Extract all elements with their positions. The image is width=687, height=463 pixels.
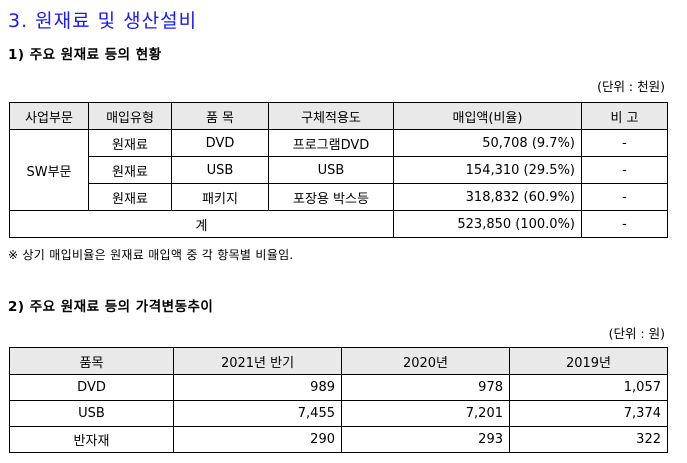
table-row: 원재료 USB USB 154,310 (29.5%) - <box>10 156 668 184</box>
table-row: 원재료 패키지 포장용 박스등 318,832 (60.9%) - <box>10 183 668 211</box>
value-2020: 7,201 <box>341 400 510 427</box>
item-cell: 반자재 <box>9 426 174 453</box>
section1-title: 1) 주요 원재료 등의 현황 <box>8 47 162 63</box>
value-2020: 293 <box>341 426 510 453</box>
price-trend-table: 품목 2021년 반기 2020년 2019년 DVD 989 978 1,05… <box>9 347 668 453</box>
value-2021-half: 7,455 <box>173 400 342 427</box>
raw-material-status-table: 사업부문 매입유형 품 목 구체적용도 매입액(비율) 비 고 SW부문 원재료… <box>9 102 668 238</box>
purchase-type-cell: 원재료 <box>88 156 172 184</box>
value-2021-half: 290 <box>173 426 342 453</box>
header-2019: 2019년 <box>509 347 668 375</box>
total-row: 계 523,850 (100.0%) - <box>9 210 668 238</box>
section2-unit: (단위 : 원) <box>608 326 665 341</box>
amount-cell: 318,832 (60.9%) <box>393 183 582 211</box>
table-row: DVD 989 978 1,057 <box>9 374 668 401</box>
total-note: - <box>581 210 668 238</box>
value-2019: 7,374 <box>509 400 668 427</box>
amount-cell: 154,310 (29.5%) <box>393 156 582 184</box>
use-cell: 프로그램DVD <box>268 129 394 157</box>
item-cell: DVD <box>171 129 269 157</box>
header-2021-half: 2021년 반기 <box>173 347 342 375</box>
header-use: 구체적용도 <box>268 102 394 130</box>
table-row: SW부문 원재료 DVD 프로그램DVD 50,708 (9.7%) - <box>9 129 668 211</box>
value-2020: 978 <box>341 374 510 401</box>
value-2019: 322 <box>509 426 668 453</box>
header-note: 비 고 <box>581 102 668 130</box>
header-2020: 2020년 <box>341 347 510 375</box>
table-header-row: 품목 2021년 반기 2020년 2019년 <box>9 347 668 375</box>
section2-title: 2) 주요 원재료 등의 가격변동추이 <box>8 299 214 315</box>
note-cell: - <box>581 129 668 157</box>
division-cell: SW부문 <box>9 129 89 211</box>
value-2019: 1,057 <box>509 374 668 401</box>
header-item: 품 목 <box>171 102 269 130</box>
purchase-type-cell: 원재료 <box>88 129 172 157</box>
note-cell: - <box>581 156 668 184</box>
item-cell: USB <box>9 400 174 427</box>
use-cell: 포장용 박스등 <box>268 183 394 211</box>
section1-unit: (단위 : 천원) <box>597 79 665 94</box>
header-purchase-type: 매입유형 <box>88 102 172 130</box>
purchase-type-cell: 원재료 <box>88 183 172 211</box>
total-amount: 523,850 (100.0%) <box>393 210 582 238</box>
page-heading: 3. 원재료 및 생산설비 <box>8 10 198 32</box>
header-item: 품목 <box>9 347 174 375</box>
use-cell: USB <box>268 156 394 184</box>
note-cell: - <box>581 183 668 211</box>
item-cell: USB <box>171 156 269 184</box>
header-amount: 매입액(비율) <box>393 102 582 130</box>
header-division: 사업부문 <box>9 102 89 130</box>
table-row: 반자재 290 293 322 <box>9 426 668 453</box>
amount-cell: 50,708 (9.7%) <box>393 129 582 157</box>
item-cell: 패키지 <box>171 183 269 211</box>
item-cell: DVD <box>9 374 174 401</box>
table-header-row: 사업부문 매입유형 품 목 구체적용도 매입액(비율) 비 고 <box>9 102 668 130</box>
footnote: ※ 상기 매입비율은 원재료 매입액 중 각 항목별 비율임. <box>8 248 294 262</box>
table-row: USB 7,455 7,201 7,374 <box>9 400 668 427</box>
value-2021-half: 989 <box>173 374 342 401</box>
total-label: 계 <box>9 210 394 238</box>
